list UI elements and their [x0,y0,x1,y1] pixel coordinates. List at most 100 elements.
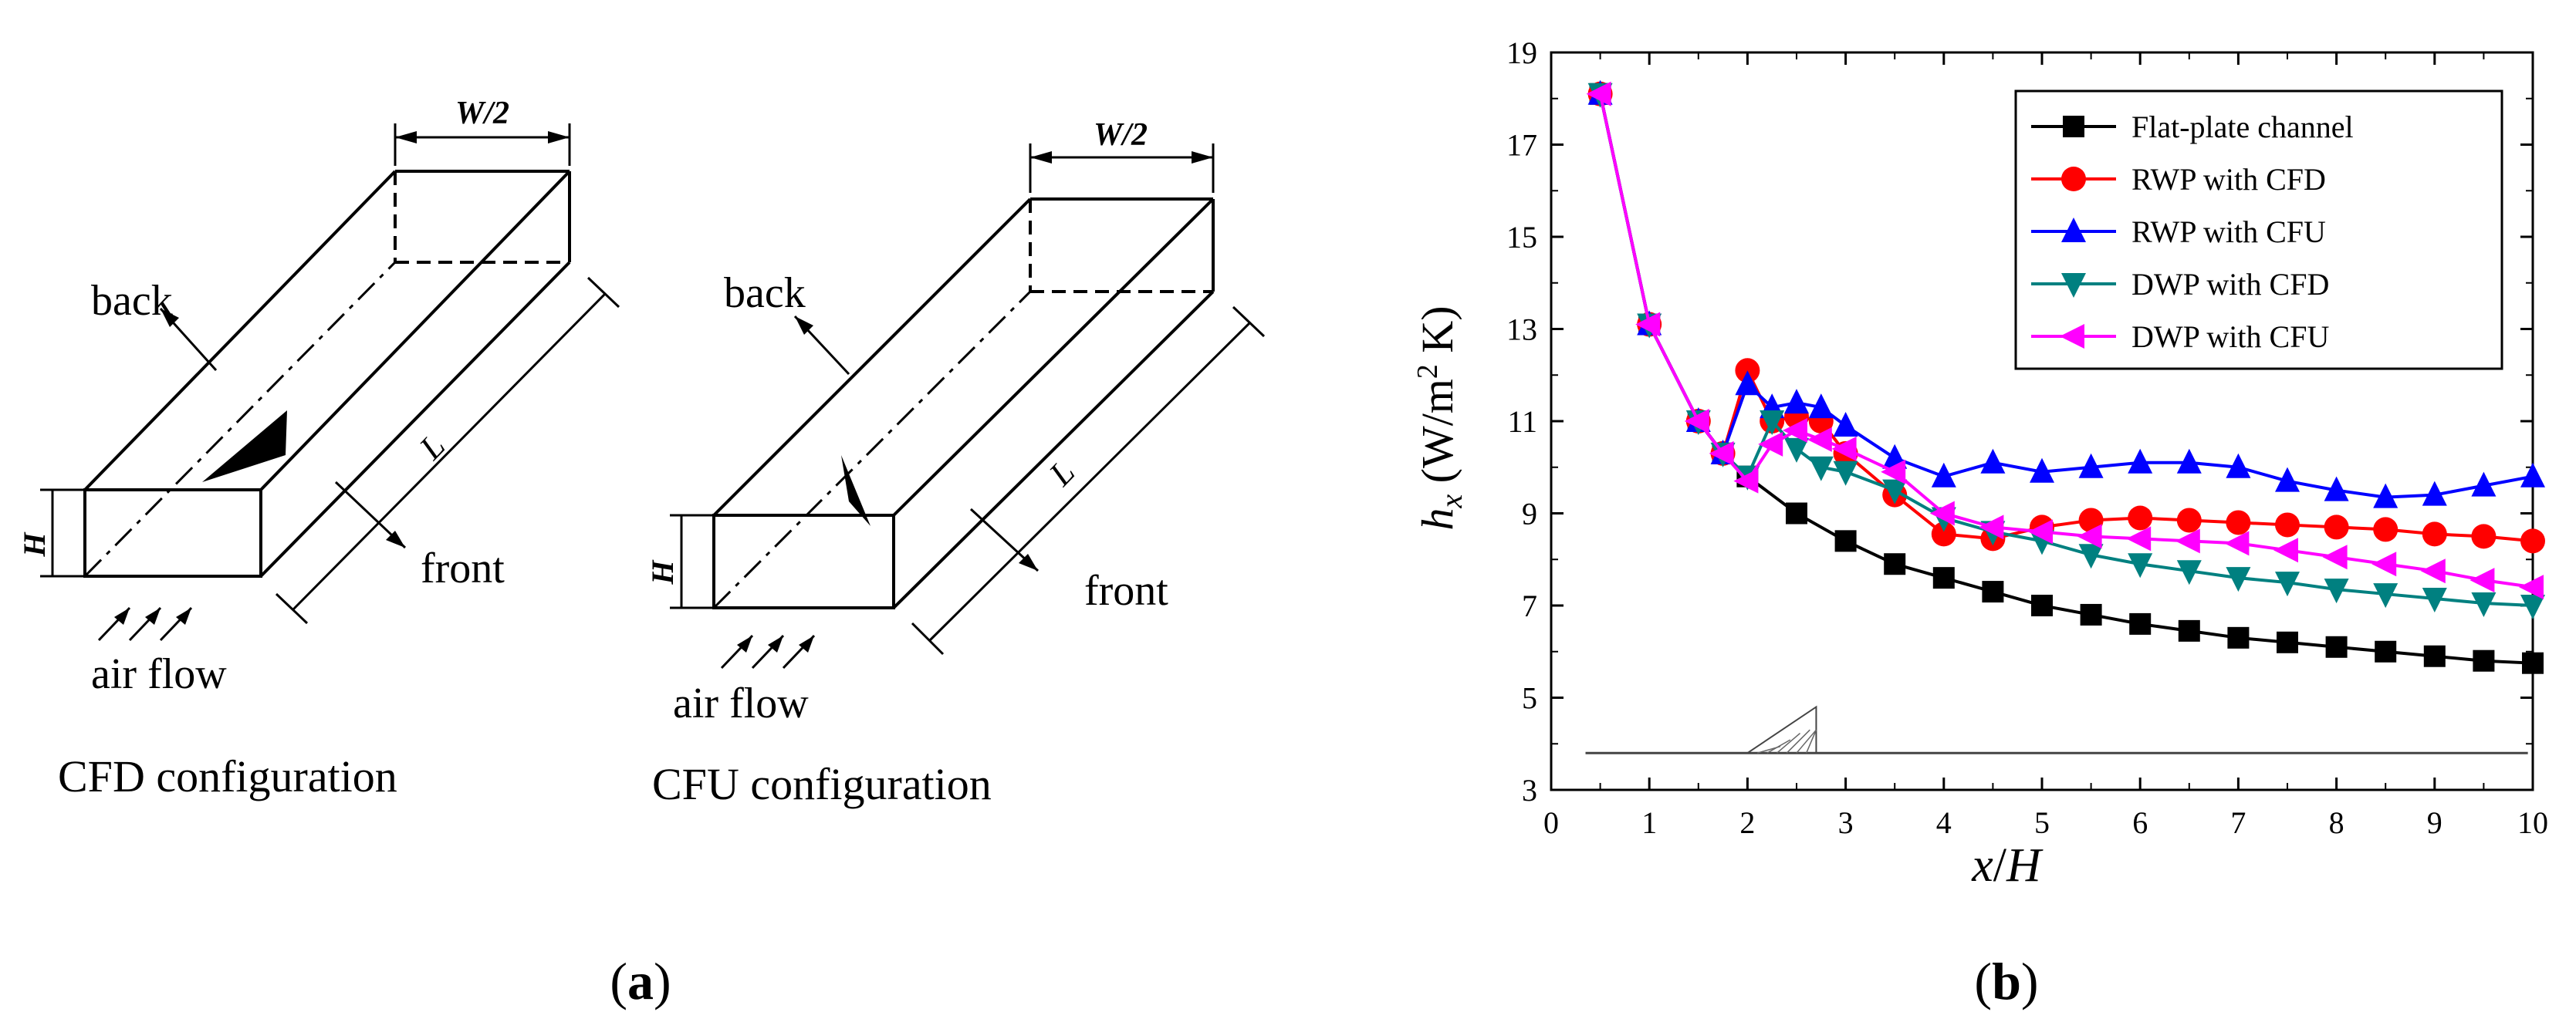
x-tick-label: 3 [1838,805,1854,840]
y-tick-label: 3 [1522,773,1537,808]
data-point [2471,471,2497,497]
data-point [1931,462,1956,488]
data-point [2519,575,2544,600]
data-point [2226,567,2251,592]
data-point [2129,612,2152,635]
data-point [2126,526,2152,552]
data-point [2324,514,2349,540]
data-point [1979,514,2004,540]
data-point [2520,595,2545,619]
chart-plot: 0 1 2 3 4 5 6 7 8 9 10 3 5 7 9 11 13 15 17 19 Flat-plate ch… [1506,35,2548,840]
cfu-airflow-label: air flow [673,680,809,727]
x-tick-label: 8 [2329,805,2344,840]
y-tick-label: 9 [1522,497,1537,531]
x-tick-label: 2 [1739,805,1755,840]
legend-marker [2063,116,2084,137]
data-point [1833,461,1858,486]
cfu-caption: CFU configuration [652,759,992,809]
y-tick-label: 11 [1507,404,1537,439]
data-point [2175,528,2200,554]
series-dwp-with-cfu [1586,81,2544,600]
data-point [2520,462,2545,488]
data-point [2422,481,2447,506]
data-point [2031,595,2053,616]
data-point [1831,436,1857,461]
data-point [2420,558,2446,584]
data-point [1982,581,2004,603]
cfd-height-label: H [17,531,52,558]
legend-label: DWP with CFU [2131,319,2329,354]
x-tick-label: 6 [2132,805,2148,840]
cfu-length-label: L [1041,453,1082,493]
chart-axes: 0 1 2 3 4 5 6 7 8 9 10 3 5 7 9 11 13 15 17 19 [1506,35,2548,840]
cfu-diagram [670,143,1266,670]
chart-annotations [1585,705,2528,754]
data-point [2471,592,2497,618]
data-point [1684,409,1709,434]
data-point [1808,393,1834,419]
data-point [2176,508,2202,533]
winglet-hatch [1796,729,1817,754]
data-point [2373,483,2399,508]
data-point [1709,440,1734,466]
data-point [2128,553,2153,579]
legend-marker [2061,273,2086,298]
data-point [1929,501,1955,526]
winglet-hatch [1786,729,1810,754]
data-point [1786,502,1807,525]
cfu-height-label: H [645,559,680,585]
data-point [2471,524,2497,549]
y-axis-label: hx (W/m2 K) [1411,305,1469,530]
y-tick-label: 5 [1522,681,1537,716]
data-point [2224,531,2250,556]
winglet-hatch [1776,733,1801,754]
data-point [2322,545,2348,570]
data-point [2373,517,2399,542]
data-point [2080,603,2102,626]
data-point [1733,468,1759,494]
cfu-width-label: W/2 [1094,117,1148,153]
data-point [2078,544,2104,569]
cfd-caption: CFD configuration [58,751,397,801]
data-point [1586,81,1611,106]
data-point [2375,640,2397,663]
x-tick-label: 4 [1936,805,1952,840]
cfu-winglet [841,455,870,526]
winglet-hatch [1806,729,1817,754]
legend-marker [2061,167,2086,191]
data-point [1882,479,1908,504]
cfd-winglet [202,410,287,482]
legend-label: Flat-plate channel [2131,110,2354,144]
y-tick-label: 19 [1506,35,1537,70]
x-tick-label: 0 [1543,805,1559,840]
data-point [1931,521,1956,547]
data-point [2277,631,2298,653]
data-point [2522,652,2544,674]
y-tick-label: 15 [1506,220,1537,255]
winglet-hatch [1766,739,1791,754]
chart-series [1586,79,2545,674]
legend-label: DWP with CFD [2131,267,2329,302]
x-tick-label: 5 [2034,805,2050,840]
data-point [2423,645,2446,667]
data-point [2128,505,2153,531]
data-point [1808,456,1834,481]
data-point [2275,467,2300,492]
y-tick-label: 17 [1506,128,1537,163]
data-point [1833,411,1858,437]
data-point [2226,453,2251,478]
data-point [2078,453,2104,478]
x-tick-label: 9 [2427,805,2442,840]
x-axis-label: x/H [1971,839,2044,892]
cfu-front-label: front [1084,567,1168,615]
data-point [1881,459,1906,484]
data-point [1884,553,1906,575]
data-point [2030,457,2054,483]
data-point [1758,431,1783,457]
data-point [2028,519,2053,545]
data-point [2275,512,2300,538]
data-point [2473,649,2495,672]
data-point [2176,560,2202,585]
cfd-front-label: front [421,545,505,592]
